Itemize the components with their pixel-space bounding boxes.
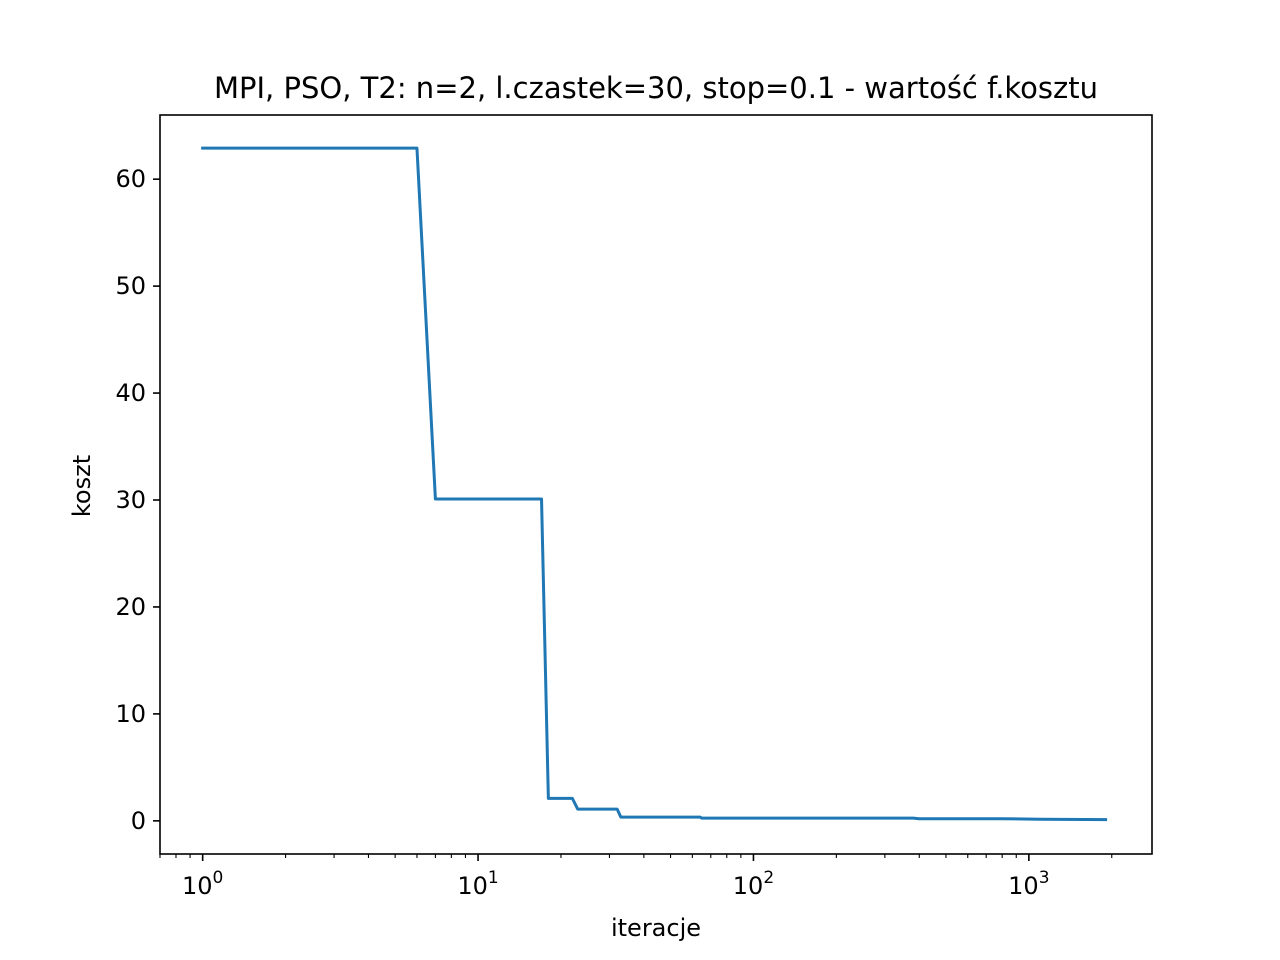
- series-line: [201, 146, 1108, 822]
- axes-frame: [159, 114, 1153, 855]
- y-tick-label: 10: [115, 700, 146, 728]
- y-tick-label: 50: [115, 272, 146, 300]
- plot-area: [159, 114, 1153, 855]
- series-layer: [201, 146, 1108, 822]
- x-tick-label: 100: [182, 868, 223, 900]
- chart-title: MPI, PSO, T2: n=2, l.czastek=30, stop=0.…: [214, 71, 1098, 105]
- y-tick-label: 30: [115, 486, 146, 514]
- x-axis: 100 101 102 103: [159, 854, 1113, 900]
- y-axis: 0 10 20 30 40 50 60: [115, 165, 160, 835]
- y-tick-label: 40: [115, 379, 146, 407]
- x-tick-label: 102: [733, 868, 774, 900]
- x-tick-label: 101: [457, 868, 498, 900]
- y-tick-label: 0: [131, 807, 146, 835]
- y-tick-label: 60: [115, 165, 146, 193]
- y-tick-label: 20: [115, 593, 146, 621]
- x-tick-label: 103: [1008, 868, 1049, 900]
- x-axis-label: iteracje: [611, 914, 701, 942]
- y-axis-label: koszt: [68, 455, 96, 517]
